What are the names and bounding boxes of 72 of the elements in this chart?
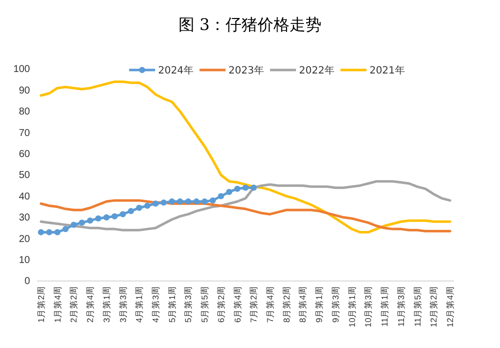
point [144,202,150,209]
x-tick-label: 5月第3周 [183,286,194,323]
x-tick-label: 7月第2周 [248,286,259,323]
point [70,222,77,228]
point [242,184,249,191]
point [38,229,44,236]
y-tick-label: 10 [18,255,30,266]
legend-label: 2021年 [369,64,405,76]
x-tick-label: 5月第1周 [166,286,177,323]
legend-label: 2024年 [158,64,194,76]
y-tick-label: 20 [18,234,30,245]
chart-title: 图 3：仔猪价格走势 [178,15,322,34]
point [202,198,208,205]
x-tick-label: 12月第4周 [444,286,455,328]
x-tick-label: 6月第2周 [216,286,226,323]
point [128,208,134,214]
point [136,204,142,211]
point [185,198,192,205]
x-tick-label: 9月第1周 [314,286,324,323]
x-tick-label: 1月第4周 [52,286,62,323]
y-tick-label: 90 [18,85,30,96]
x-tick-label: 9月第3周 [330,286,340,323]
y-tick-label: 0 [24,276,30,288]
line-series [40,80,452,234]
x-tick-label: 10月第3周 [363,286,374,328]
y-tick-label: 50 [18,170,30,182]
point [54,229,60,236]
x-tick-label: 6月第4周 [232,286,242,323]
point [112,213,118,220]
point [234,186,240,192]
x-tick-label: 8月第4周 [298,286,308,323]
x-tick-label: 3月第3周 [118,286,128,323]
y-tick-label: 100 [13,64,30,76]
point [78,220,85,226]
x-tick-label: 1月第2周 [36,286,46,323]
x-tick-label: 8月第2周 [281,286,292,323]
point [46,229,52,236]
line-series [40,199,452,232]
x-tick-label: 10月第1周 [346,286,357,328]
y-tick-label: 80 [18,106,30,118]
y-tick-label: 60 [18,149,30,160]
x-tick-label: 12月第2周 [428,286,439,328]
point [120,211,126,218]
x-tick-label: 11月第1周 [380,286,390,327]
x-tick-label: 5月第5周 [200,286,210,323]
point [193,198,200,205]
point [218,193,224,200]
x-tick-label: 4月第3周 [150,286,160,323]
point [95,215,102,222]
legend-label: 2023年 [228,64,264,76]
x-tick-label: 4月第1周 [134,286,144,323]
point [86,217,94,224]
x-tick-label: 3月第1周 [101,286,112,323]
x-tick-label: 2月第4周 [85,286,96,323]
y-tick-label: 30 [18,212,30,224]
point [168,198,175,205]
point [176,198,184,205]
point [210,197,216,204]
line-series [40,180,452,232]
legend-label: 2022年 [299,64,334,76]
point [250,184,257,191]
y-tick-label: 70 [18,128,30,139]
point [152,200,159,207]
point [62,226,69,232]
x-tick-label: 11月第3周 [396,286,406,327]
x-tick-label: 2月第2周 [68,286,79,323]
x-tick-label: 11月第5周 [412,286,422,327]
point [160,199,167,206]
point [103,214,110,220]
point [226,188,232,196]
y-tick-label: 40 [18,191,30,202]
x-tick-label: 7月第4周 [265,286,276,323]
